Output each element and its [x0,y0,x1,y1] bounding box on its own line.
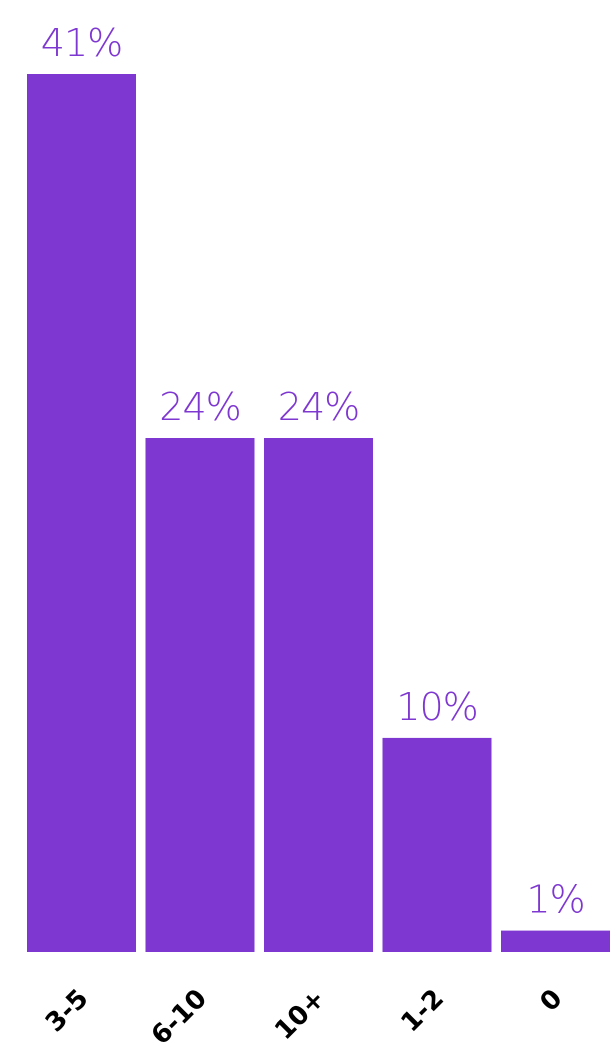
value-label-10+: 24% [278,385,359,429]
tick-label-0: 0 [534,984,568,1018]
tick-label-10+: 10+ [269,984,331,1046]
bar-1-2 [382,737,492,952]
bars [27,74,610,952]
tick-label-1-2: 1-2 [396,984,450,1038]
value-label-0: 1% [526,878,584,922]
tick-label-6-10: 6-10 [146,984,213,1051]
tick-label-3-5: 3-5 [40,984,94,1038]
bar-10+ [264,438,373,952]
value-label-3-5: 41% [41,21,122,65]
bar-6-10 [145,438,255,952]
bar-0 [501,930,610,952]
value-label-1-2: 10% [396,685,477,729]
value-label-6-10: 24% [159,385,240,429]
value-labels: 41% 24% 24% 10% 1% [41,21,586,922]
x-axis-tick-labels: 3-5 6-10 10+ 1-2 0 [40,984,568,1051]
bar-3-5 [27,74,136,952]
